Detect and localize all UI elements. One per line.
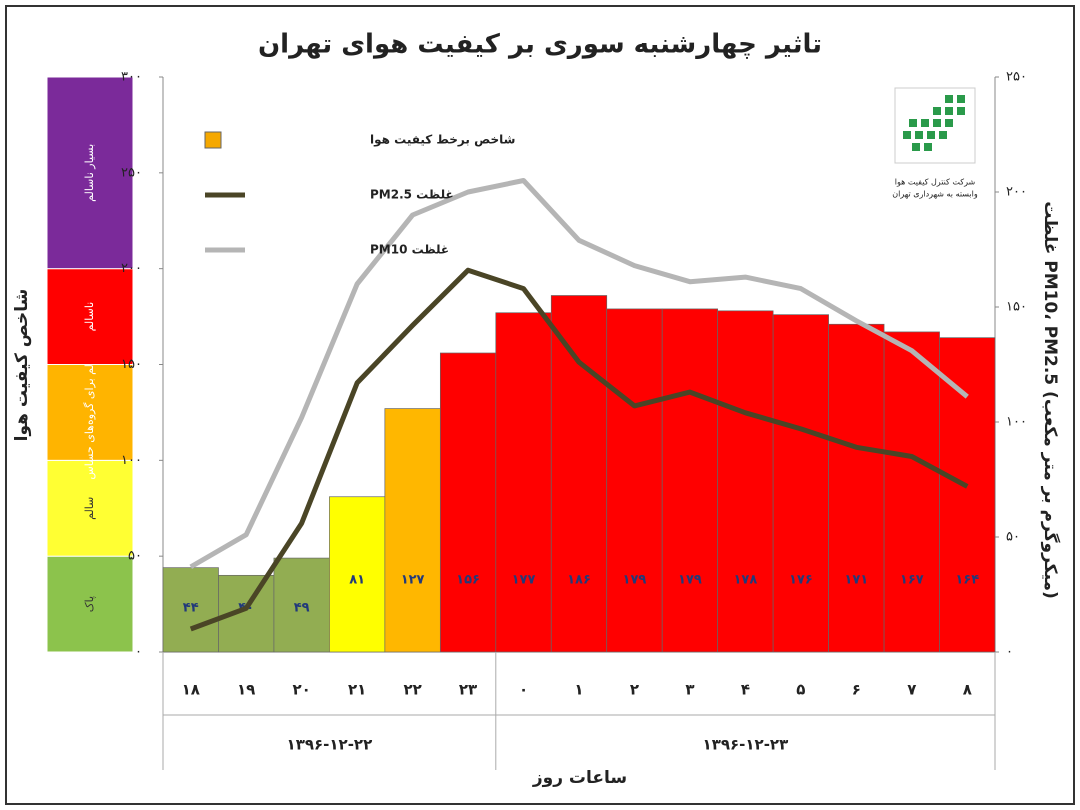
y-tick-label: ۳۰۰ <box>121 70 142 85</box>
aqi-band-label: بسیار ناسالم <box>83 144 96 202</box>
x-tick-label: ۷ <box>907 681 916 699</box>
y-tick-label: ۱۵۰ <box>121 357 142 372</box>
bar <box>273 557 330 653</box>
x-tick-label: ۸ <box>963 681 972 699</box>
chart-title: تاثیر چهارشنبه سوری بر کیفیت هوای تهران <box>258 30 822 60</box>
bar-value-label: ۱۷۱ <box>844 573 868 588</box>
bar <box>828 323 885 653</box>
legend-label: شاخص برخط کیفیت هوا <box>370 133 515 148</box>
bar <box>606 308 663 653</box>
aqi-band-label: پاک <box>83 596 96 612</box>
x-tick-label: ۳ <box>685 681 694 699</box>
x-tick-label: ۲۱ <box>348 681 366 699</box>
x-tick-label: ۲ <box>630 681 639 699</box>
x-tick-label: ۴ <box>741 681 750 699</box>
bar-value-label: ۱۷۷ <box>512 573 536 588</box>
y-tick-label: ۲۵۰ <box>121 165 142 180</box>
aqi-band <box>46 555 134 653</box>
bar-value-label: ۱۷۶ <box>789 573 813 588</box>
bar <box>162 567 219 653</box>
bar <box>939 337 996 653</box>
bar-value-label: ۱۶۷ <box>900 573 924 588</box>
logo-text: وابسته به شهرداری تهران <box>892 190 978 199</box>
x-tick-label: ۰ <box>519 681 528 699</box>
y2-axis-label: غلظت PM10، PM2.5 (میکروگرم بر متر مکعب) <box>1040 201 1061 599</box>
x-tick-label: ۱ <box>574 681 583 699</box>
bar <box>384 408 441 653</box>
y-axis-label: شاخص کیفیت هوا <box>12 289 32 442</box>
aqi-band <box>46 76 134 270</box>
bar <box>883 331 940 653</box>
x-axis-label: ساعات روز <box>532 768 627 788</box>
bar-value-label: ۱۸۶ <box>567 573 591 588</box>
x-tick-label: ۲۰ <box>293 681 311 699</box>
bar <box>661 308 719 653</box>
line-series <box>189 267 969 632</box>
bar-value-label: ۸۱ <box>349 573 365 588</box>
x-tick-label: ۱۸ <box>182 681 200 699</box>
frame <box>5 5 1075 805</box>
y2-tick-label: ۱۰۰ <box>1006 415 1027 430</box>
bar <box>439 352 497 653</box>
bar <box>329 496 386 653</box>
date-label: ۱۳۹۶-۱۲-۲۲ <box>287 736 373 754</box>
x-tick-label: ۲۲ <box>403 681 421 699</box>
x-tick-label: ۱۹ <box>237 681 255 699</box>
bar-value-label: ۴۹ <box>294 601 310 616</box>
bar-value-label: ۱۷۹ <box>678 573 702 588</box>
aqi-band-label: سالم <box>83 497 96 520</box>
bar <box>550 295 608 653</box>
y2-tick-label: ۰ <box>1006 645 1013 660</box>
bar <box>717 310 774 653</box>
y2-tick-label: ۲۰۰ <box>1006 185 1027 200</box>
legend-swatch <box>204 131 222 149</box>
line-series <box>189 178 969 570</box>
y2-tick-label: ۲۵۰ <box>1006 70 1027 85</box>
aqi-band <box>46 364 134 461</box>
bar-value-label: ۱۷۸ <box>733 573 757 588</box>
legend-label: غلظت PM10 <box>370 243 449 257</box>
aqi-band <box>46 459 134 557</box>
logo-text: شرکت کنترل کیفیت هوا <box>895 178 976 187</box>
x-tick-label: ۵ <box>796 681 805 699</box>
legend-label: غلظت PM2.5 <box>370 188 454 202</box>
x-tick-label: ۲۳ <box>459 681 477 699</box>
bar-value-label: ۱۷۹ <box>623 573 647 588</box>
bar <box>772 314 829 653</box>
aqi-band-label: ناسالم <box>83 302 96 332</box>
logo: شرکت کنترل کیفیت هوا وابسته به شهرداری ت… <box>892 87 978 199</box>
x-tick-label: ۶ <box>852 681 861 699</box>
logo-icon <box>903 95 965 151</box>
y-tick-label: ۲۰۰ <box>121 261 142 276</box>
date-label: ۱۳۹۶-۱۲-۲۳ <box>703 736 789 754</box>
aqi-band <box>46 268 134 365</box>
aqi-band-label: ناسالم برای گروه‌های حساس <box>83 345 96 479</box>
bar-value-label: ۱۲۷ <box>401 573 425 588</box>
y-tick-label: ۰ <box>135 645 142 660</box>
bar-value-label: ۴۴ <box>183 601 199 616</box>
y2-tick-label: ۵۰ <box>1006 530 1020 545</box>
y-tick-label: ۵۰ <box>128 549 142 564</box>
y-tick-label: ۱۰۰ <box>121 453 142 468</box>
bar-value-label: ۱۵۶ <box>456 573 480 588</box>
bar-value-label: ۱۶۴ <box>955 573 979 588</box>
bar <box>495 312 552 653</box>
y2-tick-label: ۱۵۰ <box>1006 300 1027 315</box>
